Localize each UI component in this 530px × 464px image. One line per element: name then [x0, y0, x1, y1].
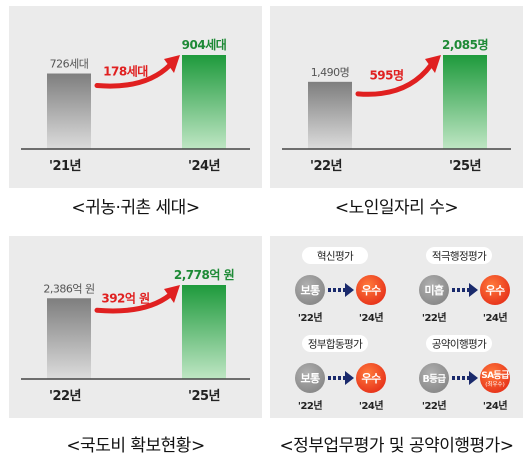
year-after-label: '24년	[483, 399, 507, 412]
rating-before: 미흡	[424, 283, 444, 297]
rating-arrow-head	[345, 371, 354, 385]
rating-before-circle	[295, 275, 325, 305]
rating-after-circle	[480, 363, 510, 393]
increase-arrow	[94, 62, 173, 89]
bar-chart-svg: 2,386억 원 '22년 2,778억 원 '25년 392억 원	[21, 268, 250, 404]
rating-before: 보통	[300, 284, 320, 297]
rating-after-sub: (최우수)	[485, 380, 504, 388]
chart-title: <노인일자리 수>	[334, 198, 459, 218]
x-tick-label: '22년	[49, 389, 81, 404]
bar-before	[47, 73, 91, 149]
evaluation-panel: 혁신평가 보통 우수 '22년 '24년 적극행정평가 미흡 우수 '22년 '24년 정부합동평가…	[270, 236, 523, 418]
x-tick-label: '25년	[188, 389, 220, 404]
bar-value-label: 726세대	[50, 58, 89, 71]
x-tick-label: '25년	[449, 159, 481, 174]
bar-after	[443, 55, 487, 149]
rating-before-circle	[419, 275, 449, 305]
bar-value-label: 2,085명	[442, 38, 488, 52]
x-tick-label: '24년	[188, 159, 220, 174]
chart-panel-returning-farmers: 726세대 '21년 904세대 '24년 178세대	[9, 6, 262, 188]
bar-value-label: 2,778억 원	[174, 268, 234, 282]
year-after-label: '24년	[483, 311, 507, 324]
evaluation-name: 공약이행평가	[432, 339, 487, 351]
year-before-label: '22년	[298, 311, 322, 324]
year-before-label: '22년	[422, 311, 446, 324]
evaluation-name: 혁신평가	[317, 251, 354, 263]
bar-before	[308, 81, 352, 149]
bar-value-label: 904세대	[182, 37, 227, 52]
evaluation-name: 정부합동평가	[308, 339, 363, 351]
bar-before	[47, 298, 91, 379]
year-before-label: '22년	[298, 399, 322, 412]
evaluation-name-pill	[426, 247, 492, 264]
x-tick-label: '22년	[310, 159, 342, 174]
year-after-label: '24년	[359, 311, 383, 324]
rating-after: 우수	[361, 284, 381, 297]
evaluation-name-pill	[426, 335, 492, 352]
increase-arrow-head	[164, 285, 180, 303]
rating-before-circle	[295, 363, 325, 393]
evaluation-name: 적극행정평가	[432, 251, 487, 263]
chart-title: <귀농·귀촌 세대>	[71, 198, 200, 218]
year-after-label: '24년	[359, 399, 383, 412]
year-before-label: '22년	[422, 399, 446, 412]
rating-after-circle	[480, 275, 510, 305]
rating-after-circle	[356, 363, 386, 393]
increase-label: 392억 원	[101, 292, 149, 306]
x-tick-label: '21년	[49, 159, 81, 174]
bar-after	[182, 55, 226, 149]
rating-arrow-head	[345, 283, 354, 297]
rating-after: 우수	[361, 372, 381, 385]
rating-before: 보통	[300, 372, 320, 385]
bar-value-label: 1,490명	[311, 66, 350, 79]
rating-after-circle	[356, 275, 386, 305]
rating-before: B등급	[423, 374, 447, 385]
increase-label: 595명	[369, 68, 403, 82]
bar-value-label: 2,386억 원	[43, 282, 94, 295]
increase-arrow-head	[425, 55, 441, 73]
chart-panel-senior-jobs: 1,490명 '22년 2,085명 '25년 595명	[270, 6, 523, 188]
bar-chart-svg: 1,490명 '22년 2,085명 '25년 595명	[282, 38, 511, 174]
increase-arrow	[355, 62, 434, 97]
bar-chart-svg: 726세대 '21년 904세대 '24년 178세대	[21, 37, 250, 174]
rating-arrow-head	[469, 371, 478, 385]
evaluation-title: <정부업무평가 및 공약이행평가>	[279, 436, 514, 456]
increase-arrow-head	[164, 55, 180, 73]
evaluation-name-pill	[302, 247, 368, 264]
rating-arrow-head	[469, 283, 478, 297]
rating-before-circle	[419, 363, 449, 393]
rating-after: SA등급	[481, 370, 510, 381]
evaluation-name-pill	[302, 335, 368, 352]
chart-panel-national-funds: 2,386억 원 '22년 2,778억 원 '25년 392억 원	[9, 236, 262, 418]
chart-title: <국도비 확보현황>	[66, 436, 205, 456]
bar-after	[182, 285, 226, 379]
rating-after: 우수	[485, 284, 505, 297]
increase-arrow	[94, 292, 173, 314]
increase-label: 178세대	[103, 63, 148, 78]
evaluation-item: 공약이행평가 B등급 SA등급(최우수) '22년 '24년	[419, 335, 511, 412]
